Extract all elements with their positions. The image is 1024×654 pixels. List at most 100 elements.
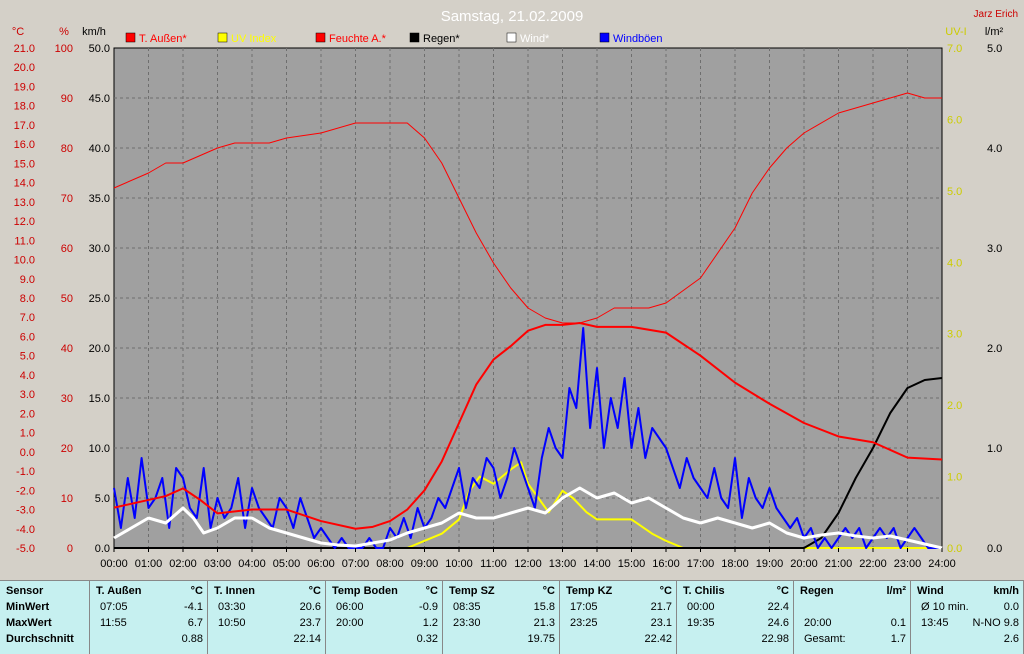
max-value: 1.2 xyxy=(422,617,438,629)
average-value: 2.6 xyxy=(1003,633,1019,645)
column-header: Temp KZ xyxy=(566,585,613,597)
x-axis-tick-label: 23:00 xyxy=(894,558,922,570)
x-axis-tick-label: 18:00 xyxy=(721,558,749,570)
humidity-axis-tick-label: 30 xyxy=(61,393,73,405)
temp-axis-tick-label: 6.0 xyxy=(20,331,35,343)
grid-lines xyxy=(114,48,942,548)
rain-axis-tick-label: 4.0 xyxy=(987,143,1002,155)
wind-axis-tick-label: 30.0 xyxy=(89,243,110,255)
column-unit: km/h xyxy=(993,585,1019,597)
x-axis-tick-label: 01:00 xyxy=(135,558,163,570)
x-axis-tick-label: 02:00 xyxy=(169,558,197,570)
max-value: 24.6 xyxy=(767,617,789,629)
x-axis-tick-label: 05:00 xyxy=(273,558,301,570)
wind-line xyxy=(113,486,943,550)
temp-axis-tick-label: 20.0 xyxy=(14,62,35,74)
temp-axis-unit-label: °C xyxy=(12,26,24,38)
min-time: Ø 10 min. xyxy=(921,601,969,613)
max-time: 10:50 xyxy=(218,617,246,629)
stats-column: Temp SZ °C 08:35 15.8 23:30 21.3 19.75 xyxy=(443,581,560,654)
legend-swatch xyxy=(599,32,610,43)
average-value: 0.32 xyxy=(416,633,438,645)
temp-axis-tick-label: -5.0 xyxy=(16,543,35,555)
temp-axis-tick-label: 19.0 xyxy=(14,81,35,93)
x-axis-tick-label: 20:00 xyxy=(790,558,818,570)
average-value: 22.98 xyxy=(761,633,789,645)
legend-label: T. Außen* xyxy=(139,33,187,45)
max-value: 23.1 xyxy=(650,617,672,629)
stats-column: T. Außen °C 07:05 -4.1 11:55 6.7 0.88 xyxy=(90,581,208,654)
legend-label: UV Index xyxy=(231,33,277,45)
column-unit: °C xyxy=(776,585,789,597)
uv-axis-tick-label: 1.0 xyxy=(947,472,962,484)
legend-label: Regen* xyxy=(423,33,460,45)
x-axis-tick-label: 17:00 xyxy=(687,558,715,570)
row-label: Durchschnitt xyxy=(6,633,74,645)
row-label: Sensor xyxy=(6,585,44,597)
wind-axis-tick-label: 5.0 xyxy=(95,493,110,505)
average-value: 0.88 xyxy=(181,633,203,645)
average-value: 22.42 xyxy=(644,633,672,645)
wind-axis-tick-label: 50.0 xyxy=(89,43,110,55)
uv-axis-tick-label: 5.0 xyxy=(947,186,962,198)
uv-axis-tick-label: 3.0 xyxy=(947,329,962,341)
temp-axis-tick-label: 12.0 xyxy=(14,216,35,228)
x-axis-tick-label: 11:00 xyxy=(480,558,507,570)
uv-axis-tick-label: 2.0 xyxy=(947,400,962,412)
humidity-axis-unit-label: % xyxy=(59,26,69,38)
max-time: 20:00 xyxy=(336,617,364,629)
average-value: 1.7 xyxy=(890,633,906,645)
max-value: 0.1 xyxy=(890,617,906,629)
temp-axis-tick-label: 18.0 xyxy=(14,101,35,113)
temperature-outside-line xyxy=(113,322,943,530)
temp-axis-tick-label: -4.0 xyxy=(16,524,35,536)
min-time: 00:00 xyxy=(687,601,715,613)
max-time: 23:30 xyxy=(453,617,481,629)
temp-axis-tick-label: 11.0 xyxy=(14,235,35,247)
min-value: 21.7 xyxy=(650,601,672,613)
legend-swatch xyxy=(506,32,517,43)
wind-axis-tick-label: 20.0 xyxy=(89,343,110,355)
temp-axis-tick-label: 2.0 xyxy=(20,408,35,420)
stats-column: Temp KZ °C 17:05 21.7 23:25 23.1 22.42 xyxy=(560,581,677,654)
min-value: -0.9 xyxy=(419,601,438,613)
average-label: Gesamt: xyxy=(804,633,846,645)
x-axis-tick-label: 03:00 xyxy=(204,558,232,570)
temp-axis-tick-label: 16.0 xyxy=(14,139,35,151)
column-header: T. Chilis xyxy=(683,585,725,597)
temp-axis-tick-label: -3.0 xyxy=(16,505,35,517)
min-time: 17:05 xyxy=(570,601,598,613)
column-unit: °C xyxy=(425,585,438,597)
temp-axis-tick-label: 17.0 xyxy=(14,120,35,132)
temp-axis-tick-label: 14.0 xyxy=(14,178,35,190)
wind-axis-unit-label: km/h xyxy=(82,26,106,38)
series-layer xyxy=(113,92,943,550)
humidity-axis-tick-label: 60 xyxy=(61,243,73,255)
min-value: 22.4 xyxy=(767,601,789,613)
x-axis-tick-label: 24:00 xyxy=(928,558,956,570)
temp-axis-tick-label: 5.0 xyxy=(20,351,35,363)
legend: T. Außen* UV Index Feuchte A.* Regen* Wind* W… xyxy=(125,32,663,45)
author-label: Jarz Erich xyxy=(974,9,1018,20)
humidity-axis-tick-label: 50 xyxy=(61,293,73,305)
temp-axis-tick-label: 0.0 xyxy=(20,447,35,459)
x-axis-tick-label: 04:00 xyxy=(238,558,266,570)
max-value: N-NO 9.8 xyxy=(972,617,1019,629)
rain-axis-tick-label: 5.0 xyxy=(987,43,1002,55)
min-time: 06:00 xyxy=(336,601,364,613)
max-time: 20:00 xyxy=(804,617,832,629)
temp-axis-tick-label: 15.0 xyxy=(14,158,35,170)
x-axis-tick-label: 00:00 xyxy=(100,558,128,570)
x-axis-tick-label: 10:00 xyxy=(445,558,473,570)
wind-axis-tick-label: 35.0 xyxy=(89,193,110,205)
stats-column: T. Chilis °C 00:00 22.4 19:35 24.6 22.98 xyxy=(677,581,794,654)
x-axis-tick-label: 15:00 xyxy=(618,558,646,570)
column-unit: °C xyxy=(190,585,203,597)
stats-column: Temp Boden °C 06:00 -0.9 20:00 1.2 0.32 xyxy=(326,581,443,654)
max-value: 6.7 xyxy=(187,617,203,629)
column-header: Regen xyxy=(800,585,834,597)
humidity-axis-tick-label: 90 xyxy=(61,93,73,105)
uv-axis-unit-label: UV-I xyxy=(945,26,966,38)
stats-table: Sensor MinWert MaxWert Durchschnitt T. Außen… xyxy=(0,580,1024,654)
wind-axis-tick-label: 15.0 xyxy=(89,393,110,405)
